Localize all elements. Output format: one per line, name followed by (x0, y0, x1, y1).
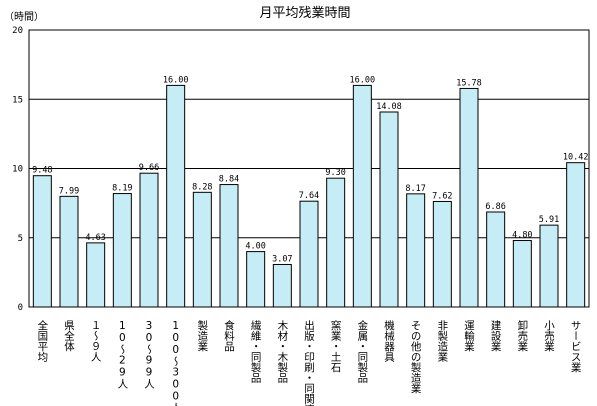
bar (352, 84, 372, 308)
bar (219, 184, 239, 308)
category-label: 食料品 (223, 319, 235, 352)
bar (326, 177, 346, 308)
data-label: 15.78 (456, 78, 482, 88)
data-label: 10.42 (563, 153, 589, 163)
bars (32, 84, 586, 308)
bar (192, 191, 212, 308)
data-label: 8.19 (112, 184, 132, 194)
category-label: 製造業 (196, 319, 208, 352)
data-label: 8.17 (405, 184, 425, 194)
data-label: 9.30 (325, 168, 345, 178)
y-tick-labels: 0 5 10 15 20 (12, 26, 23, 313)
category-label: 出版・印刷・同関連 (303, 319, 315, 406)
category-label: 金属・同製品 (356, 319, 368, 384)
data-label: 3.07 (272, 254, 292, 264)
bar (379, 111, 399, 308)
category-label: 小売業 (543, 320, 555, 352)
category-label: １～９人 (90, 320, 102, 362)
data-label: 16.00 (163, 75, 189, 85)
data-label: 4.80 (512, 231, 532, 241)
y-tick-label: 0 (18, 303, 23, 313)
bar (486, 211, 506, 308)
bar (166, 84, 186, 308)
chart-title: 月平均残業時間 (259, 5, 350, 21)
data-label: 7.62 (432, 191, 452, 201)
category-label: 木材・木製品 (276, 320, 288, 384)
data-label: 4.00 (245, 242, 265, 252)
category-label: 全国平均 (36, 319, 48, 363)
bar (112, 193, 132, 308)
category-label: 10～29人 (116, 320, 128, 389)
bar (86, 242, 106, 308)
category-label: その他の製造業 (410, 320, 422, 394)
category-label: 100～300人 (170, 320, 182, 406)
data-label: 8.84 (219, 175, 239, 185)
category-label: 卸売業 (516, 319, 528, 352)
category-labels: 全国平均 県全体 １～９人 10～29人 30～99人 100～300人 製造業 食料品 繊維・… (36, 319, 581, 406)
data-label: 5.91 (539, 215, 559, 225)
category-label: 30～99人 (143, 320, 155, 389)
bar (272, 263, 292, 308)
bar (459, 87, 479, 308)
bar (539, 224, 559, 308)
data-label: 9.66 (139, 163, 159, 173)
plot-frame (28, 29, 590, 308)
y-tick-label: 20 (12, 26, 23, 36)
data-label: 14.08 (376, 102, 402, 112)
data-label: 6.86 (485, 202, 505, 212)
y-tick-label: 5 (18, 234, 23, 244)
bar (139, 172, 159, 308)
data-label: 8.28 (192, 182, 212, 192)
category-label: 建設業 (490, 319, 502, 352)
bar (299, 200, 319, 308)
bar (246, 251, 266, 308)
data-label: 7.64 (299, 191, 319, 201)
bar (32, 175, 52, 308)
category-label: 非製造業 (436, 320, 448, 363)
bar (432, 200, 452, 308)
category-label: 機械器具 (383, 319, 395, 363)
data-label: 7.99 (59, 186, 79, 196)
bar (512, 240, 532, 308)
y-axis-unit: （時間） (4, 11, 44, 23)
data-labels: 9.48 7.99 4.63 8.19 9.66 16.00 8.28 8.84 4.00 3.0… (32, 75, 588, 264)
category-label: サービス業 (570, 320, 582, 373)
category-label: 窯業・土石 (330, 319, 342, 372)
bar (566, 162, 586, 308)
category-label: 運輸業 (463, 320, 475, 352)
data-label: 16.00 (350, 75, 376, 85)
y-tick-label: 10 (12, 165, 23, 175)
category-label: 県全体 (63, 320, 75, 352)
y-tick-label: 15 (12, 95, 23, 105)
bar (406, 193, 426, 308)
bar (59, 195, 79, 308)
data-label: 9.48 (32, 166, 52, 176)
data-label: 4.63 (85, 233, 105, 243)
category-label: 繊維・同製品 (250, 319, 262, 384)
